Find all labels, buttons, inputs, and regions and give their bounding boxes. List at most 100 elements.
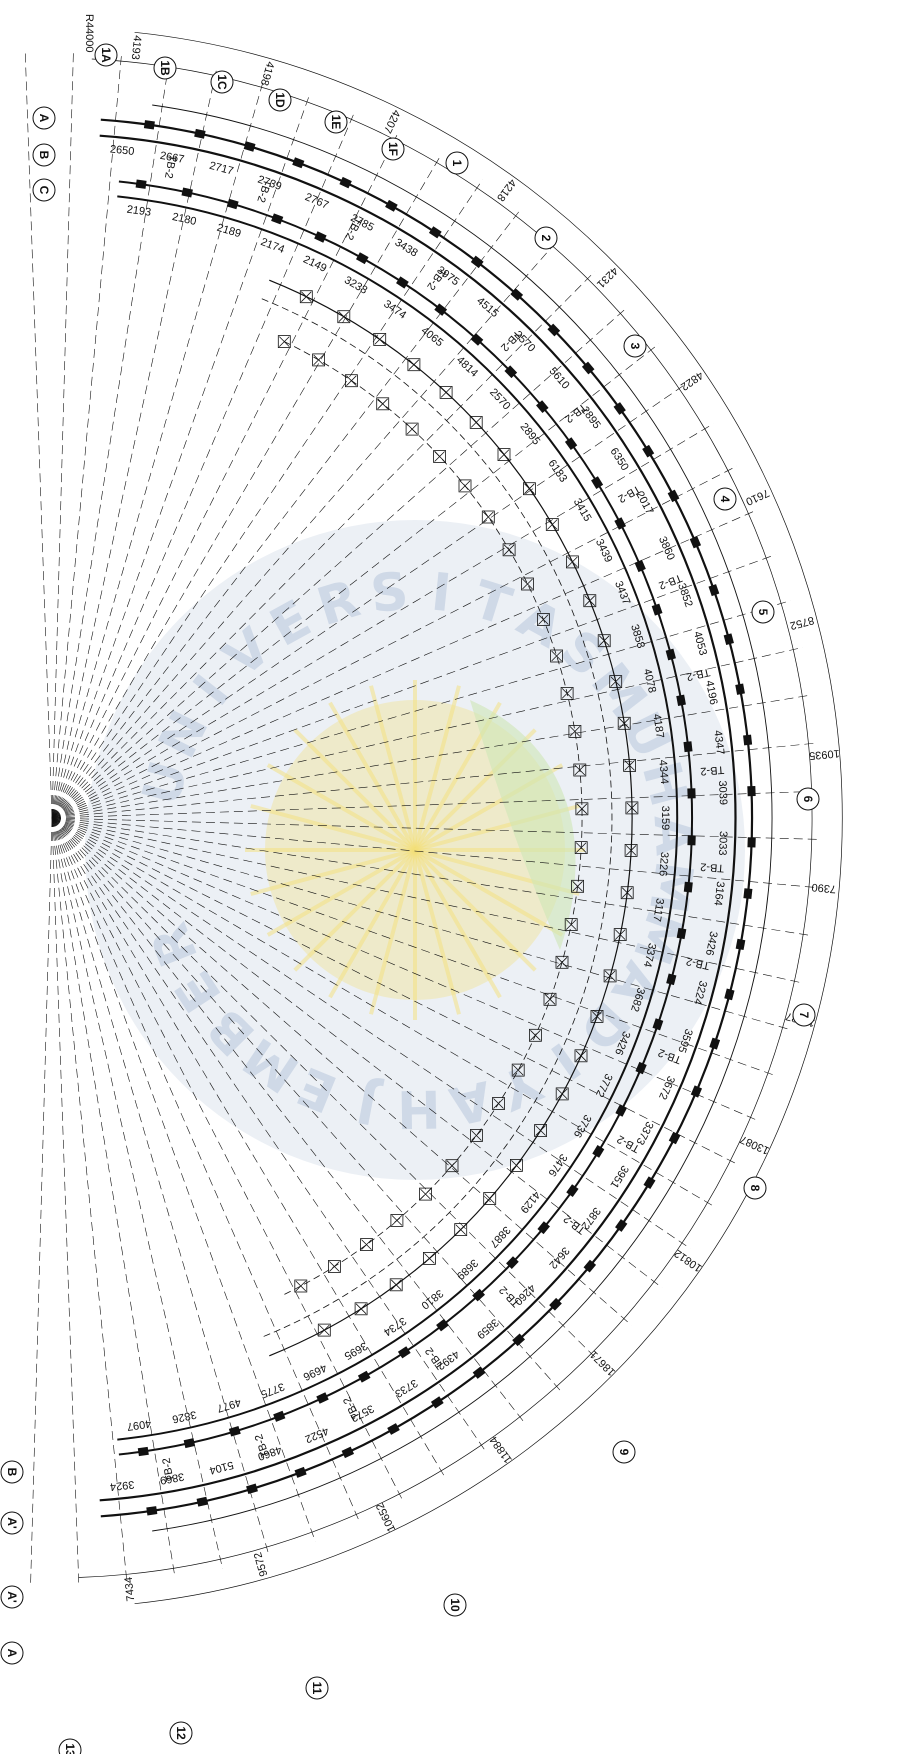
column bbox=[676, 694, 686, 706]
grid-bubble bbox=[210, 70, 234, 94]
grid-bubble bbox=[445, 151, 469, 175]
radial-grid-line bbox=[51, 647, 803, 819]
pile-cap bbox=[509, 1159, 523, 1172]
radial-grid-line bbox=[51, 110, 356, 819]
radial-grid-line bbox=[51, 817, 760, 1122]
column bbox=[536, 400, 549, 414]
pile-cap bbox=[483, 1192, 497, 1205]
radial-grid-line bbox=[51, 423, 714, 819]
grid-bubble-label: 10 bbox=[448, 1598, 462, 1612]
pile-cap bbox=[568, 725, 582, 738]
pile-cap bbox=[545, 518, 559, 531]
column bbox=[743, 734, 753, 746]
pile-cap bbox=[294, 1279, 308, 1293]
pile-cap bbox=[523, 482, 536, 496]
ring-dimension: 3117 bbox=[650, 897, 665, 922]
radial-grid-line bbox=[51, 817, 564, 1394]
grid-bubble-label: 7 bbox=[797, 1012, 811, 1019]
column bbox=[683, 881, 693, 893]
ring-beam bbox=[100, 118, 754, 1518]
column bbox=[472, 1288, 485, 1302]
radial-grid-line bbox=[51, 382, 688, 819]
grid-bubble-label: 1 bbox=[450, 160, 464, 167]
column bbox=[615, 1104, 628, 1117]
pile-cap bbox=[624, 844, 638, 857]
ring-dimension: 3860 bbox=[656, 535, 677, 562]
grid-bubble bbox=[796, 787, 820, 811]
pile-cap-cross bbox=[503, 544, 515, 556]
pile-cap-cross bbox=[556, 957, 568, 968]
column bbox=[549, 1297, 562, 1311]
pile-cap-cross bbox=[455, 1224, 466, 1235]
column bbox=[668, 1131, 681, 1145]
pile-cap-cross bbox=[470, 417, 482, 428]
ring-dimension: 3226 bbox=[656, 851, 670, 876]
pile-cap bbox=[419, 1187, 432, 1201]
grid-bubble bbox=[743, 1176, 767, 1200]
column bbox=[665, 648, 676, 661]
column bbox=[194, 128, 206, 139]
grid-bubble bbox=[0, 1585, 24, 1609]
column bbox=[581, 361, 595, 375]
ring-beam bbox=[261, 298, 613, 1338]
column bbox=[504, 365, 518, 379]
pile-cap-cross bbox=[374, 334, 385, 345]
grid-bubble bbox=[32, 106, 56, 130]
column bbox=[723, 633, 734, 646]
radial-grid-line bbox=[51, 817, 176, 1579]
watermark-ray bbox=[413, 848, 564, 937]
pile-cap bbox=[609, 675, 623, 688]
pile-cap-cross bbox=[556, 1088, 568, 1100]
column bbox=[709, 1037, 721, 1050]
column bbox=[341, 1446, 355, 1459]
pile-cap-cross bbox=[574, 764, 586, 776]
radial-grid-line bbox=[51, 207, 523, 819]
grid-bubble-label: 1B bbox=[158, 60, 172, 76]
ring-dimension: 4187 bbox=[650, 713, 666, 739]
ring-dimension: 4097 bbox=[126, 1417, 152, 1432]
pile-cap-cross bbox=[576, 803, 588, 815]
pile-cap-cross bbox=[346, 375, 357, 386]
pile-cap-cross bbox=[625, 845, 637, 856]
column bbox=[634, 559, 646, 573]
outer-dimension: 10935 bbox=[809, 747, 841, 762]
radial-grid-line bbox=[51, 238, 560, 819]
pile-cap-cross bbox=[584, 595, 596, 606]
column bbox=[613, 402, 626, 415]
radial-grid-line bbox=[51, 817, 813, 937]
grid-bubble-label: 9 bbox=[617, 1449, 631, 1456]
outer-dimension: 8752 bbox=[789, 614, 816, 632]
outer-dimension: 4218 bbox=[494, 176, 518, 203]
pile-cap-cross bbox=[591, 1011, 603, 1022]
pile-cap-cross bbox=[493, 1098, 504, 1109]
pile-cap bbox=[407, 358, 421, 372]
pile-cap-cross bbox=[459, 480, 471, 492]
radial-grid-line bbox=[51, 65, 218, 819]
pile-cap-cross bbox=[319, 1324, 330, 1336]
column bbox=[470, 255, 484, 269]
pile-cap bbox=[422, 1252, 436, 1265]
pile-cap bbox=[583, 594, 597, 608]
pile-cap-cross bbox=[530, 1030, 541, 1041]
grid-bubble-label: A bbox=[5, 1649, 19, 1658]
pile-cap-cross bbox=[295, 1280, 307, 1292]
grid-bubble bbox=[612, 1440, 636, 1464]
pile-cap bbox=[360, 1238, 373, 1251]
pile-cap-cross bbox=[434, 451, 445, 462]
grid-bubble-label: B bbox=[5, 1468, 19, 1477]
pile-cap bbox=[458, 479, 472, 493]
radial-grid-line bbox=[51, 817, 128, 1585]
pile-cap-cross bbox=[621, 887, 633, 898]
column bbox=[246, 1483, 258, 1495]
pile-cap bbox=[511, 1063, 525, 1077]
column bbox=[687, 788, 696, 799]
pile-cap bbox=[543, 992, 557, 1006]
radial-grid-line bbox=[51, 817, 361, 1524]
radial-grid-line bbox=[51, 817, 80, 1588]
radial-grid-line bbox=[51, 343, 659, 819]
pile-cap-cross bbox=[535, 1125, 546, 1136]
radial-grid-line bbox=[51, 817, 488, 1454]
column bbox=[428, 226, 442, 239]
